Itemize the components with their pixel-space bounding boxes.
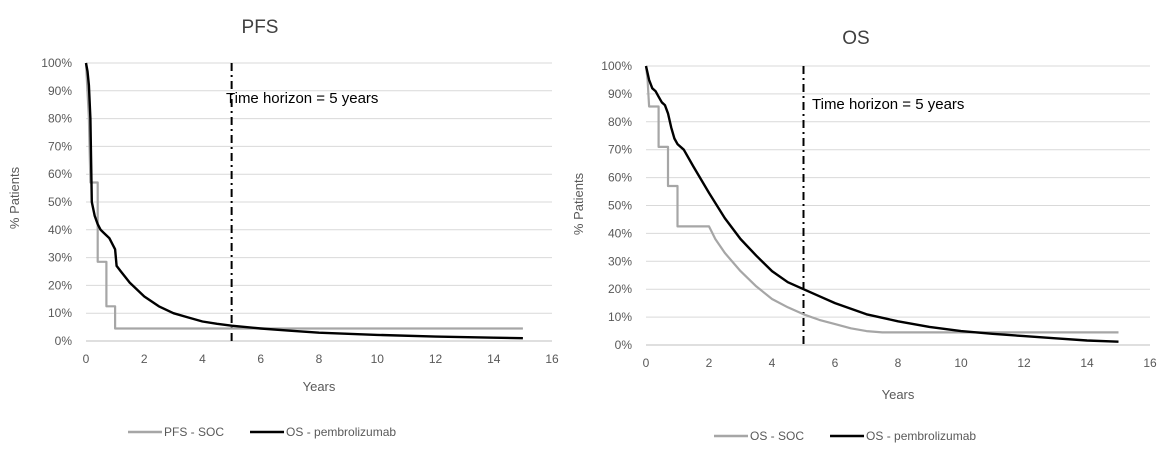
x-tick-label: 14 [1080,356,1094,370]
x-axis-ticks: 0 2 4 6 8 10 12 14 16 [643,356,1157,370]
x-tick-label: 16 [1143,356,1157,370]
y-tick-label: 90% [48,84,72,98]
x-tick-label: 0 [643,356,650,370]
x-tick-label: 10 [954,356,968,370]
series-line-pembrolizumab [644,65,1119,343]
y-tick-label: 0% [615,338,633,352]
y-tick-label: 80% [608,115,632,129]
x-axis-label: Years [882,387,915,402]
pfs-chart: PFS 0% 10% 20% 30% 40% 50% 60% 70% 80% 90% 100% 0 2… [7,17,559,439]
y-tick-label: 30% [48,251,72,265]
y-axis-label: % Patients [7,166,22,229]
y-tick-label: 30% [608,254,632,268]
chart-title: OS [842,28,869,49]
y-tick-label: 60% [608,171,632,185]
x-tick-label: 2 [141,352,148,366]
series-lines [84,62,523,340]
os-chart: OS 0% 10% 20% 30% 40% 50% 60% 70% 80% 90% 100% 0 2 4… [571,28,1157,443]
y-tick-label: 70% [608,143,632,157]
y-tick-label: 0% [55,334,73,348]
legend-label: OS - pembrolizumab [866,429,976,443]
y-axis-ticks: 0% 10% 20% 30% 40% 50% 60% 70% 80% 90% 100% [601,59,632,352]
legend-label: PFS - SOC [164,425,224,439]
grid-lines [646,65,1150,346]
series-lines [644,65,1119,343]
legend-label: OS - pembrolizumab [286,425,396,439]
x-axis-label: Years [303,379,336,394]
y-tick-label: 50% [48,195,72,209]
y-tick-label: 90% [608,87,632,101]
x-tick-label: 16 [545,352,559,366]
x-tick-label: 4 [199,352,206,366]
x-tick-label: 12 [1017,356,1031,370]
y-tick-label: 100% [41,56,72,70]
x-tick-label: 12 [429,352,443,366]
x-tick-label: 4 [769,356,776,370]
y-tick-label: 20% [48,278,72,292]
y-tick-label: 50% [608,199,632,213]
time-horizon-label: Time horizon = 5 years [812,96,964,113]
y-tick-label: 20% [608,282,632,296]
legend: OS - SOC OS - pembrolizumab [714,429,976,443]
y-tick-label: 70% [48,139,72,153]
x-tick-label: 6 [257,352,264,366]
y-tick-label: 40% [608,226,632,240]
x-tick-label: 8 [895,356,902,370]
chart-title: PFS [242,17,279,38]
x-tick-label: 8 [316,352,323,366]
legend-label: OS - SOC [750,429,804,443]
y-tick-label: 40% [48,223,72,237]
x-axis-ticks: 0 2 4 6 8 10 12 14 16 [83,352,559,366]
y-tick-label: 10% [48,306,72,320]
series-line-pembrolizumab [84,62,523,340]
x-tick-label: 6 [832,356,839,370]
x-tick-label: 2 [706,356,713,370]
y-tick-label: 10% [608,310,632,324]
legend: PFS - SOC OS - pembrolizumab [128,425,396,439]
y-tick-label: 80% [48,112,72,126]
grid-lines [86,62,552,342]
y-axis-ticks: 0% 10% 20% 30% 40% 50% 60% 70% 80% 90% 100% [41,56,72,348]
x-tick-label: 10 [371,352,385,366]
x-tick-label: 14 [487,352,501,366]
y-tick-label: 60% [48,167,72,181]
x-tick-label: 0 [83,352,90,366]
series-line-soc [644,65,1119,334]
series-line-soc [84,62,523,330]
y-axis-label: % Patients [571,172,586,235]
time-horizon-label: Time horizon = 5 years [226,90,378,107]
y-tick-label: 100% [601,59,632,73]
